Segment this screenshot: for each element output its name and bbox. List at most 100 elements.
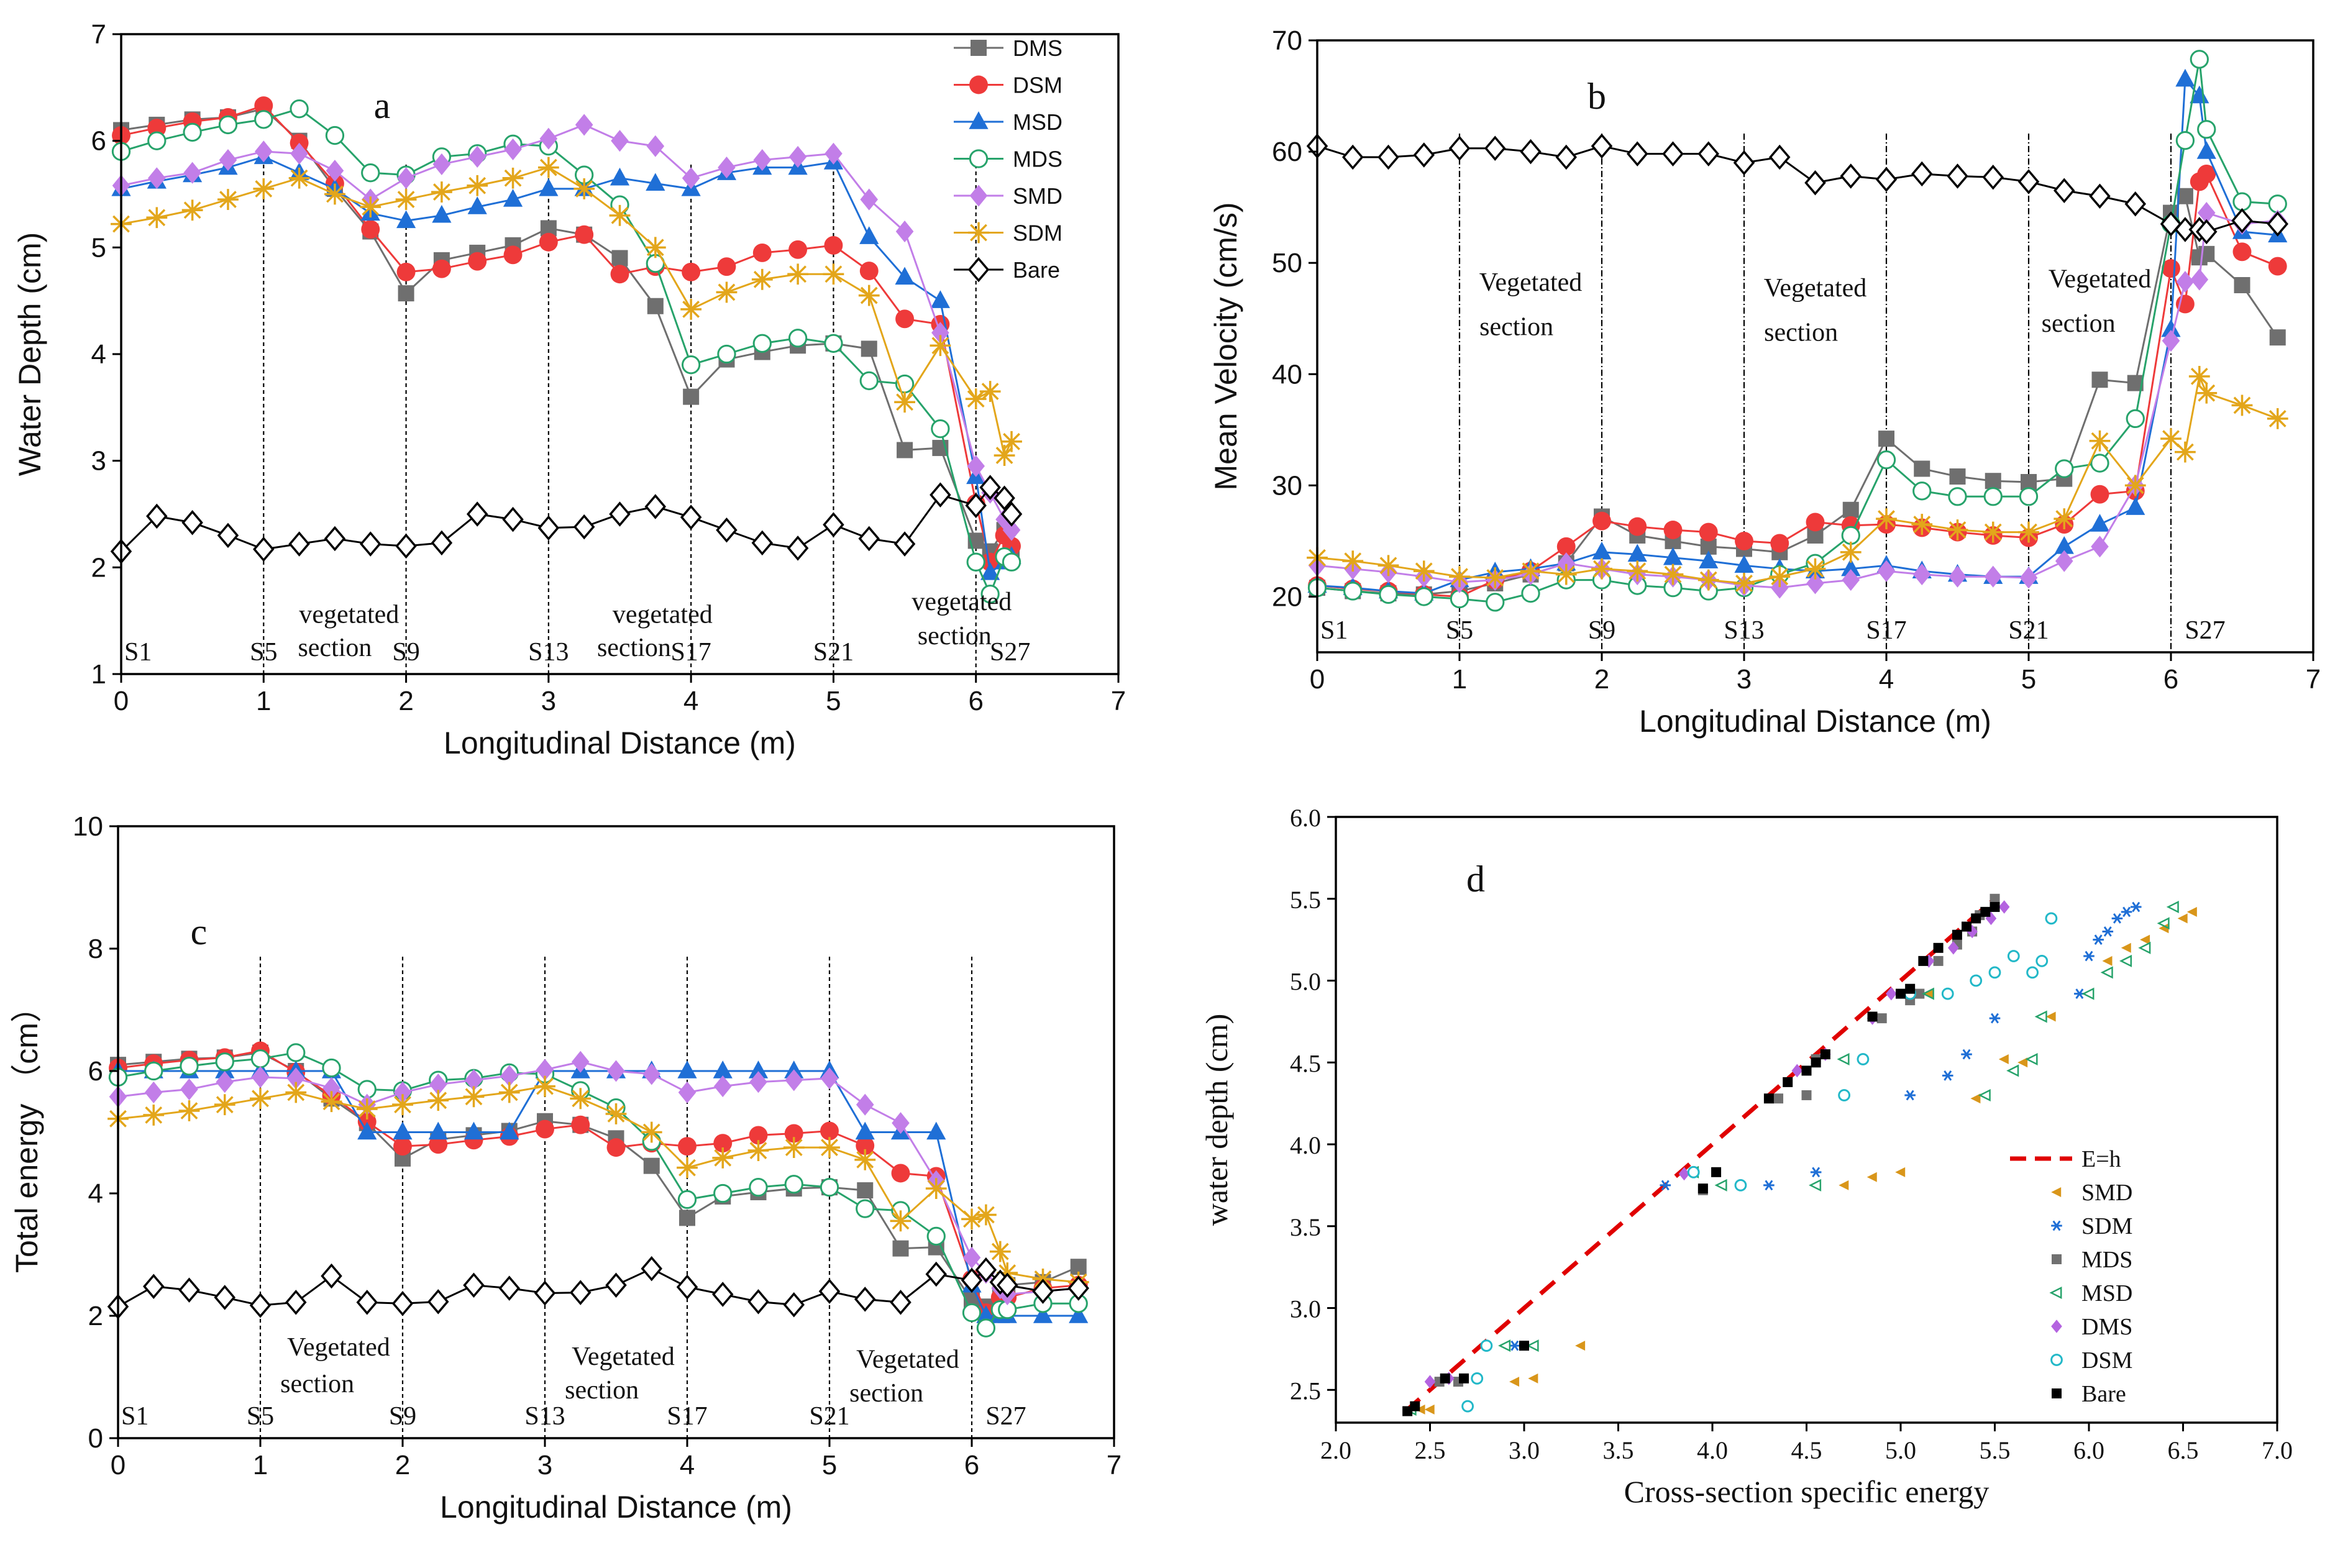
data-point-mds	[931, 419, 950, 439]
data-point-bare	[975, 1257, 997, 1283]
data-point-dms	[892, 1240, 909, 1257]
legend-label: SDM	[2081, 1213, 2132, 1239]
data-point-smd	[465, 1069, 483, 1092]
scatter-point-sdm	[1989, 1013, 2001, 1024]
data-point-mds	[859, 371, 879, 391]
data-point-sdm	[573, 178, 595, 199]
data-point-bare	[324, 526, 346, 552]
data-point-sdm	[783, 1137, 805, 1159]
scatter-point-sdm	[1942, 1070, 1953, 1081]
scatter-point-sdm	[2093, 934, 2104, 945]
legend-marker-dsm	[2050, 1354, 2063, 1366]
data-point-bare	[2017, 169, 2040, 194]
data-point-smd	[2019, 567, 2038, 589]
scatter-point-msd	[2138, 941, 2151, 954]
data-point-bare	[890, 1290, 911, 1315]
scatter-point-bare	[1783, 1077, 1793, 1087]
data-point-mds	[824, 334, 843, 353]
data-point-mds	[2055, 459, 2074, 478]
scatter-point-smd	[1509, 1377, 1520, 1387]
data-point-sdm	[324, 183, 345, 205]
station-label: S5	[1446, 616, 1473, 645]
scatter-series-dsm	[1461, 912, 2058, 1413]
data-point-smd	[504, 138, 522, 160]
data-point-sdm	[2175, 441, 2196, 463]
data-point-smd	[825, 142, 843, 165]
y-tick-label: 8	[88, 934, 103, 964]
data-point-bare	[570, 1280, 592, 1305]
scatter-point-mds	[1876, 1013, 1887, 1024]
data-point-bare	[930, 482, 951, 508]
data-point-smd	[216, 1071, 234, 1093]
station-label: S27	[985, 1402, 1026, 1431]
data-point-sdm	[1982, 521, 2004, 543]
x-tick-label: 6	[2163, 664, 2178, 695]
scatter-point-smd	[1415, 1404, 1425, 1415]
station-label: S13	[524, 1402, 565, 1431]
legend-marker-dsm	[969, 75, 988, 94]
data-point-msd	[2161, 319, 2181, 337]
x-tick-label: 2	[1594, 664, 1609, 695]
data-point-bare	[217, 522, 239, 549]
station-label: S5	[250, 638, 277, 667]
data-point-sdm	[2054, 508, 2075, 529]
series-markers-sdm	[111, 157, 1022, 466]
data-point-msd	[713, 1060, 733, 1078]
data-point-dsm	[1663, 521, 1683, 539]
data-point-dms	[1878, 431, 1894, 447]
scatter-point-msd	[2157, 917, 2170, 930]
legend-marker-msd	[969, 111, 989, 129]
data-point-smd	[536, 1059, 554, 1081]
data-point-dsm	[503, 245, 523, 265]
data-point-smd	[820, 1067, 839, 1090]
data-point-smd	[393, 1081, 412, 1104]
data-point-bare	[288, 531, 310, 557]
y-tick-label: 60	[1272, 137, 1302, 167]
data-point-dms	[1949, 468, 1966, 485]
data-point-dsm	[980, 552, 1000, 572]
data-point-msd	[1663, 547, 1683, 565]
data-point-msd	[432, 204, 452, 223]
data-point-bare	[783, 1292, 805, 1318]
data-point-sdm	[1734, 573, 1755, 594]
legend-marker-sdm	[968, 222, 989, 244]
data-point-smd	[500, 1065, 519, 1087]
data-point-dsm	[468, 252, 487, 271]
data-point-mds	[976, 1318, 996, 1338]
data-point-mds	[1841, 526, 1860, 545]
y-tick-label: 6	[88, 1056, 103, 1087]
data-point-sdm	[975, 1204, 997, 1226]
legend: DMS DSM MSD MDS SMD SDM Bare	[954, 35, 1062, 283]
data-point-dms	[1842, 501, 1859, 518]
scatter-point-dms	[1791, 1064, 1803, 1078]
data-point-smd	[539, 127, 558, 150]
data-point-dms	[2234, 277, 2250, 293]
scatter-point-sdm	[2102, 926, 2114, 937]
scatter-point-msd	[2034, 1010, 2047, 1023]
data-point-dsm	[2232, 242, 2252, 262]
data-point-sdm	[712, 1147, 734, 1169]
x-tick-label: 2.5	[1415, 1436, 1446, 1464]
data-point-sdm	[1555, 563, 1577, 585]
scatter-point-mds	[1914, 988, 1925, 999]
data-point-bare	[997, 1272, 1018, 1298]
data-point-mds	[361, 163, 380, 183]
scatter-series-dms	[1424, 900, 2010, 1388]
legend-label: DSM	[1013, 73, 1062, 98]
x-tick-label: 2	[398, 686, 413, 716]
data-point-mds	[218, 115, 238, 135]
x-tick-label: 1	[253, 1450, 268, 1480]
data-point-bare	[605, 1272, 627, 1298]
data-point-dsm	[606, 1138, 626, 1157]
scatter-point-sdm	[1509, 1340, 1520, 1351]
series-line-msd	[121, 155, 1012, 575]
data-point-bare	[321, 1263, 342, 1289]
data-point-mds	[784, 1175, 803, 1194]
station-label: S17	[670, 638, 711, 667]
data-point-bare	[502, 506, 524, 532]
data-point-dsm	[393, 1137, 412, 1156]
scatter-point-bare	[1971, 913, 1981, 924]
data-point-bare	[1591, 133, 1613, 159]
section-annotation: Vegetated	[856, 1346, 959, 1374]
